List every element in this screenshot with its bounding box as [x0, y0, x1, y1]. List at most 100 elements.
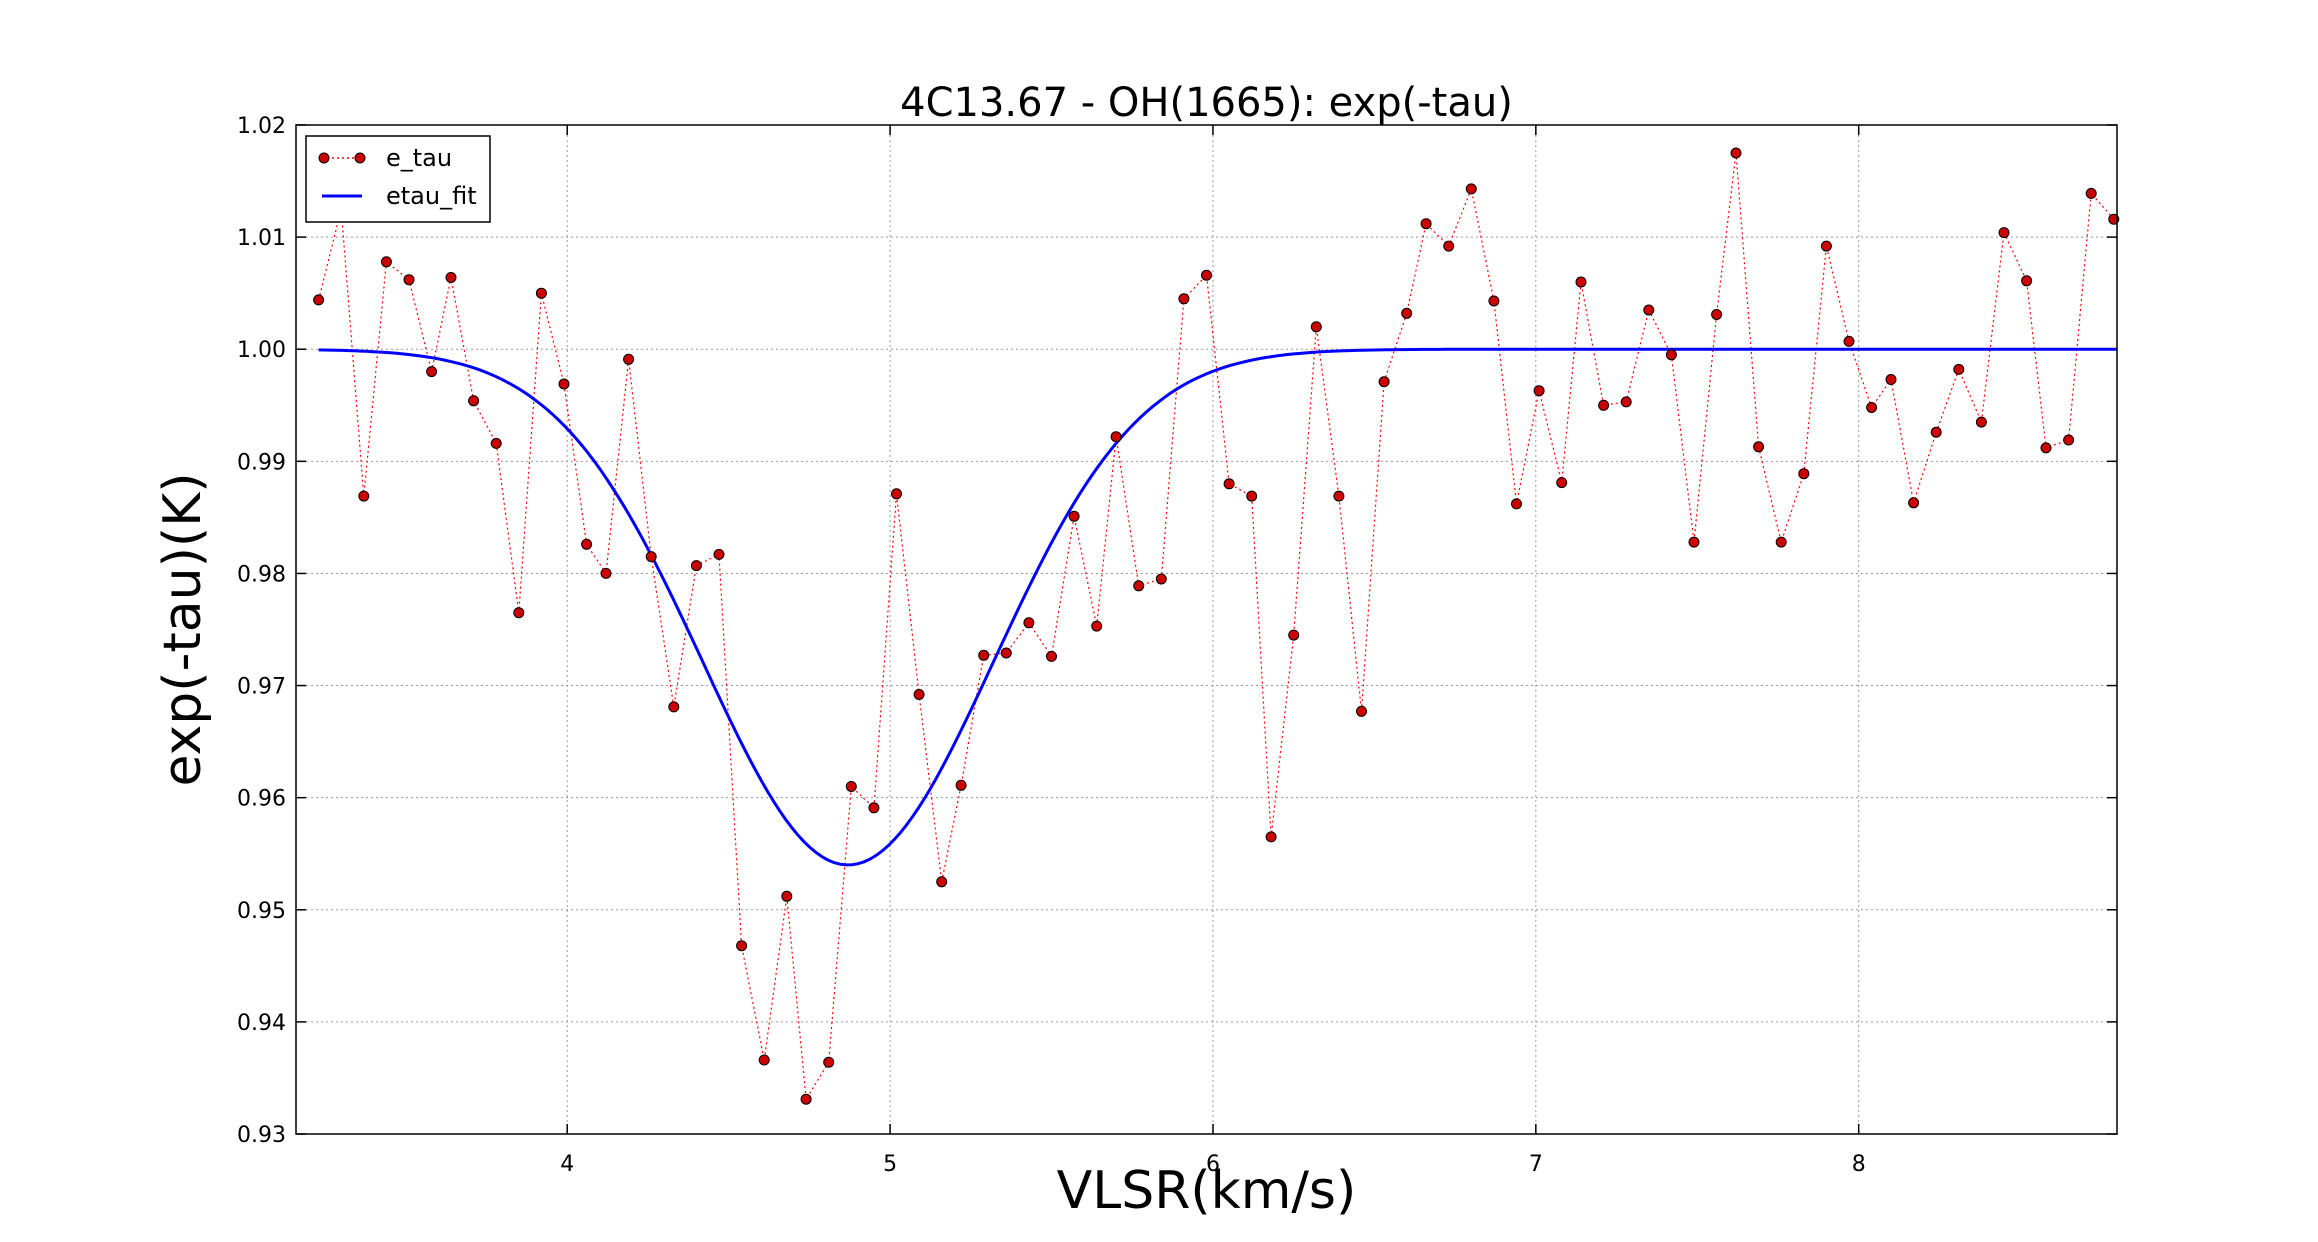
e-tau-point: [1575, 276, 1587, 288]
legend-marker-e-tau: [318, 152, 330, 164]
e-tau-point: [1443, 240, 1455, 252]
e-tau-point: [1820, 240, 1832, 252]
e-tau-point: [1000, 647, 1012, 659]
e-tau-point: [955, 779, 967, 791]
e-tau-point: [845, 781, 857, 792]
e-tau-point: [1223, 478, 1235, 490]
legend: e_tau etau_fit: [305, 135, 491, 223]
e-tau-point: [1843, 335, 1855, 347]
e-tau-point: [1688, 536, 1700, 548]
e-tau-point: [1556, 477, 1568, 489]
e-tau-point: [913, 689, 925, 700]
e-tau-point: [1265, 831, 1277, 843]
plot-content: [313, 147, 2120, 1105]
e-tau-point: [823, 1056, 835, 1068]
e-tau-point: [558, 378, 570, 390]
e-tau-point: [1798, 468, 1810, 480]
e-tau-point: [1155, 573, 1167, 585]
e-tau-point: [1091, 620, 1103, 632]
e-tau-point: [1420, 218, 1432, 230]
e-tau-point: [380, 256, 392, 268]
e-tau-point: [758, 1054, 770, 1066]
e-tau-point: [713, 548, 725, 560]
tick-labels: 4 5 6 7 8 0.93 0.94 0.95 0.96 0.97 0.98 0.99 1.00 1.0…: [237, 114, 1866, 1177]
y-axis-label: exp(-tau)(K): [153, 472, 213, 786]
e-tau-point: [690, 560, 702, 572]
y-tick-label: 0.94: [237, 1011, 286, 1036]
e-tau-point: [1620, 396, 1632, 408]
etau-fit-line: [318, 347, 2117, 867]
legend-label-e-tau: e_tau: [386, 144, 452, 172]
e-tau-point: [781, 890, 793, 902]
x-axis-label: VLSR(km/s): [1057, 1161, 1357, 1221]
e-tau-point: [800, 1093, 812, 1105]
y-tick-label: 0.96: [237, 787, 286, 812]
e-tau-point: [403, 274, 415, 286]
e-tau-point: [1511, 498, 1522, 510]
e-tau-point: [1665, 349, 1677, 361]
e-tau-point: [445, 272, 457, 283]
y-tick-label: 0.99: [237, 450, 286, 475]
e-tau-point: [668, 701, 680, 713]
e-tau-point: [2063, 434, 2075, 446]
e-tau-point: [468, 395, 480, 407]
e-tau-point: [1930, 426, 1942, 438]
x-tick-label: 8: [1852, 1152, 1866, 1177]
plot-frame: [295, 124, 2118, 1135]
e-tau-point: [1908, 497, 1920, 509]
e-tau-point: [1068, 510, 1080, 522]
e-tau-point: [936, 876, 948, 888]
legend-marker-e-tau: [354, 152, 366, 164]
e-tau-point: [1356, 705, 1367, 717]
e-tau-point: [535, 287, 547, 299]
e-tau-point: [2085, 187, 2097, 199]
y-tick-label: 0.93: [237, 1123, 286, 1148]
x-tick-label: 6: [1206, 1152, 1220, 1177]
e-tau-point: [1643, 304, 1655, 316]
chart-title: 4C13.67 - OH(1665): exp(-tau): [900, 80, 1513, 126]
e-tau-point: [490, 437, 502, 449]
y-tick-label: 1.02: [237, 114, 286, 139]
e-tau-point: [645, 551, 657, 563]
e-tau-point: [1885, 374, 1897, 385]
e-tau-point: [868, 802, 880, 814]
e-tau-point: [1711, 309, 1723, 320]
e-tau-point: [1310, 321, 1322, 333]
legend-box: [305, 135, 491, 223]
e-tau-point: [1533, 385, 1545, 397]
e-tau-point: [1046, 650, 1057, 662]
e-tau-point: [978, 649, 990, 661]
e-tau-point: [1378, 376, 1390, 388]
e-tau-point: [513, 607, 525, 619]
e-tau-point: [2021, 275, 2033, 287]
e-tau-point: [1753, 441, 1765, 453]
x-tick-label: 5: [883, 1152, 897, 1177]
e-tau-point: [1178, 293, 1190, 305]
e-tau-point: [313, 294, 325, 306]
e-tau-point: [581, 538, 593, 550]
e-tau-point: [623, 353, 635, 365]
e-tau-point: [1288, 629, 1300, 641]
e-tau-point: [2040, 442, 2052, 454]
e-tau-point: [358, 490, 370, 502]
e-tau-point: [1333, 490, 1345, 502]
e-tau-point: [1953, 363, 1965, 375]
e-tau-point: [1598, 399, 1610, 411]
e-tau-point: [1775, 536, 1787, 548]
e-tau-point: [1110, 431, 1122, 443]
e-tau-point: [1023, 617, 1035, 629]
e-tau-point: [426, 366, 438, 378]
e-tau-point: [1488, 295, 1500, 307]
e-tau-point: [1246, 490, 1258, 502]
y-tick-label: 0.98: [237, 562, 286, 587]
y-tick-label: 0.95: [237, 899, 286, 924]
e-tau-point: [1133, 580, 1145, 592]
y-tick-label: 1.01: [237, 226, 286, 251]
e-tau-point: [600, 567, 612, 579]
e-tau-point: [736, 940, 748, 952]
e-tau-point: [1201, 269, 1212, 281]
e-tau-point: [1975, 416, 1987, 428]
e-tau-point: [1730, 147, 1742, 159]
e-tau-point: [1401, 307, 1413, 319]
